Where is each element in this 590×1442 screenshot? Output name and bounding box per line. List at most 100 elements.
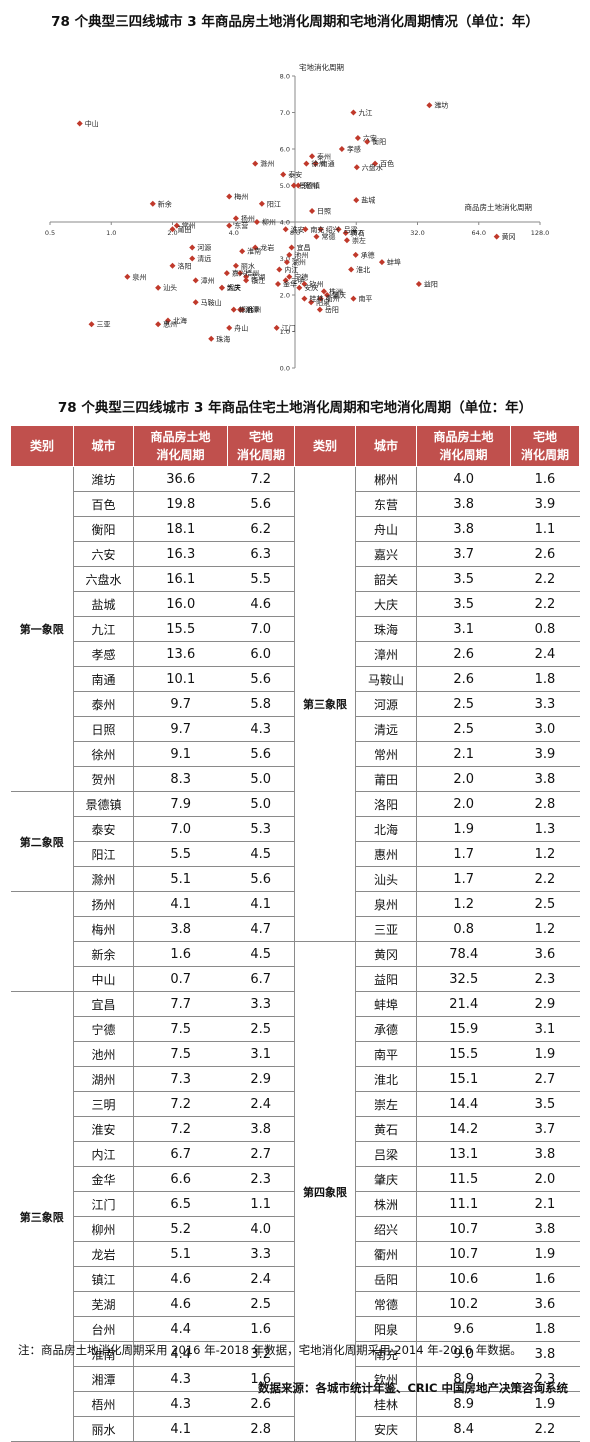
city-cell: 阳江 — [73, 841, 134, 867]
commercial-land-cycle-cell: 3.5 — [416, 591, 511, 617]
commercial-land-cycle-cell: 78.4 — [416, 941, 511, 967]
city-cell: 淮安 — [73, 1116, 134, 1142]
table-row: 第三象限 宜昌 7.7 3.3 蚌埠 21.4 2.9 — [10, 991, 580, 1442]
category-cell: 第三象限 — [10, 991, 74, 1442]
data-point-label: 洛阳 — [178, 261, 192, 270]
table-row: 淮安 7.2 3.8 黄石 14.2 3.7 — [11, 1116, 580, 1142]
data-point-label: 钦州 — [309, 280, 323, 289]
commercial-land-cycle-cell: 13.6 — [133, 641, 228, 667]
data-point-label: 池州 — [294, 250, 308, 259]
data-point-marker — [237, 306, 244, 313]
residential-land-cycle-cell: 1.2 — [510, 916, 580, 942]
commercial-land-cycle-cell: 14.4 — [416, 1091, 511, 1117]
commercial-land-cycle-cell: 5.5 — [133, 841, 228, 867]
x-tick-label: 128.0 — [531, 229, 550, 237]
residential-land-cycle-cell: 1.6 — [227, 1366, 295, 1392]
data-point-marker — [426, 102, 433, 109]
table-row: 湖州 7.3 2.9 淮北 15.1 2.7 — [11, 1066, 580, 1092]
residential-land-cycle-cell: 3.8 — [510, 1341, 580, 1367]
data-point-label: 三亚 — [97, 321, 111, 329]
data-point-label: 惠州 — [163, 320, 177, 329]
city-cell: 肇庆 — [355, 1166, 417, 1192]
city-cell: 衡阳 — [73, 516, 134, 542]
residential-land-cycle-cell: 2.2 — [510, 1416, 580, 1442]
commercial-land-cycle-cell: 4.3 — [133, 1366, 228, 1392]
data-point-label: 马鞍山 — [201, 298, 222, 307]
residential-land-cycle-cell: 5.6 — [227, 491, 295, 517]
data-point-marker — [308, 299, 315, 306]
table-row: 泰州 9.7 5.8 河源 2.5 3.3 — [11, 691, 580, 717]
data-point-label: 常州 — [182, 221, 196, 230]
city-cell: 黄冈 — [355, 941, 417, 967]
data-point-label: 郴州 — [239, 305, 253, 314]
commercial-land-cycle-cell: 4.0 — [416, 466, 511, 492]
x-tick-label: 0.5 — [45, 229, 55, 237]
city-cell: 崇左 — [355, 1091, 417, 1117]
city-cell: 岳阳 — [355, 1266, 417, 1292]
data-point-marker — [312, 160, 319, 167]
residential-land-cycle-cell: 3.9 — [510, 741, 580, 767]
data-point-label: 龙岩 — [260, 243, 274, 252]
data-point-marker — [280, 171, 287, 178]
residential-land-cycle-cell: 4.7 — [227, 916, 295, 942]
data-point-marker — [149, 200, 156, 207]
data-point-label: 柳州 — [262, 218, 276, 227]
data-point-label: 泉州 — [132, 272, 146, 281]
city-cell: 芜湖 — [73, 1291, 134, 1317]
data-point-marker — [317, 226, 324, 233]
commercial-land-cycle-cell: 4.4 — [133, 1316, 228, 1342]
table-row: 日照 9.7 4.3 清远 2.5 3.0 — [11, 716, 580, 742]
residential-land-cycle-cell: 7.0 — [227, 616, 295, 642]
data-point-marker — [155, 321, 162, 328]
data-point-label: 衢州 — [326, 294, 340, 303]
commercial-land-cycle-cell: 3.8 — [416, 516, 511, 542]
category-cell: 第二象限 — [10, 791, 74, 892]
commercial-land-cycle-cell: 6.7 — [133, 1141, 228, 1167]
data-point-marker — [350, 109, 357, 116]
commercial-land-cycle-cell: 6.6 — [133, 1166, 228, 1192]
residential-land-cycle-cell: 2.2 — [510, 591, 580, 617]
city-cell: 湘潭 — [73, 1366, 134, 1392]
data-point-marker — [303, 160, 310, 167]
category-cell — [10, 891, 74, 992]
city-cell: 金华 — [73, 1166, 134, 1192]
data-point-label: 淮北 — [356, 265, 370, 274]
residential-land-cycle-cell: 3.3 — [227, 1241, 295, 1267]
residential-land-cycle-cell: 2.5 — [227, 1291, 295, 1317]
residential-land-cycle-cell: 4.3 — [227, 716, 295, 742]
residential-land-cycle-cell: 2.3 — [510, 1366, 580, 1392]
category-cell: 第三象限 — [294, 466, 356, 942]
data-point-label: 黄冈 — [502, 232, 516, 241]
commercial-land-cycle-cell: 21.4 — [416, 991, 511, 1017]
city-cell: 三亚 — [355, 916, 417, 942]
city-cell: 莆田 — [355, 766, 417, 792]
commercial-land-cycle-cell: 4.1 — [133, 891, 228, 917]
city-cell: 日照 — [73, 716, 134, 742]
city-cell: 绍兴 — [355, 1216, 417, 1242]
commercial-land-cycle-cell: 7.0 — [133, 816, 228, 842]
header-residential-land-left: 宅地 消化周期 — [227, 425, 295, 467]
residential-land-cycle-cell: 6.0 — [227, 641, 295, 667]
residential-land-cycle-cell: 4.5 — [227, 941, 295, 967]
residential-land-cycle-cell: 1.1 — [510, 516, 580, 542]
city-cell: 淮北 — [355, 1066, 417, 1092]
commercial-land-cycle-cell: 3.5 — [416, 566, 511, 592]
data-point-label: 日照 — [317, 208, 331, 216]
city-cell: 潍坊 — [73, 466, 134, 492]
x-tick-label: 1.0 — [106, 229, 116, 237]
city-cell: 九江 — [73, 616, 134, 642]
residential-land-cycle-cell: 1.6 — [510, 466, 580, 492]
data-point-label: 韶关 — [227, 283, 241, 292]
data-point-marker — [317, 295, 324, 302]
city-cell: 舟山 — [355, 516, 417, 542]
residential-land-cycle-cell: 1.2 — [510, 841, 580, 867]
data-point-label: 吕梁 — [344, 225, 358, 234]
residential-land-cycle-cell: 4.5 — [227, 841, 295, 867]
data-point-label: 东营 — [234, 221, 248, 230]
commercial-land-cycle-cell: 1.7 — [416, 866, 511, 892]
city-cell: 泉州 — [355, 891, 417, 917]
data-point-marker — [76, 120, 83, 127]
residential-land-cycle-cell: 5.8 — [227, 691, 295, 717]
residential-land-cycle-cell: 2.5 — [227, 1016, 295, 1042]
residential-land-cycle-cell: 5.0 — [227, 791, 295, 817]
